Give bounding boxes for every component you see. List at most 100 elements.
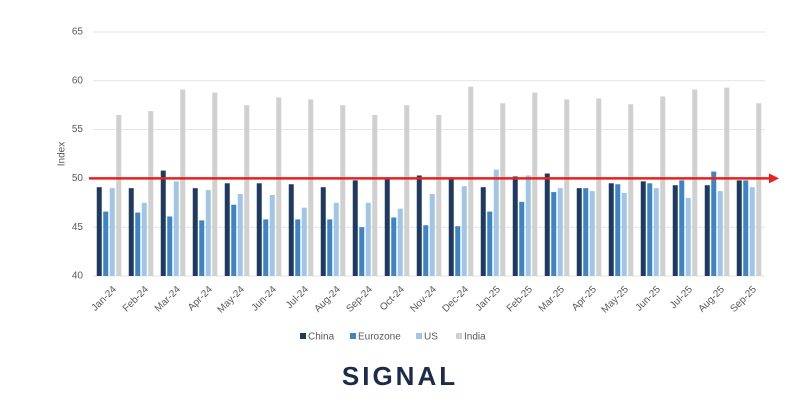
bar xyxy=(308,99,314,277)
bar xyxy=(749,187,755,276)
bar xyxy=(468,86,474,276)
bar xyxy=(557,188,563,276)
bar xyxy=(423,225,429,276)
bar xyxy=(359,227,365,276)
bar xyxy=(448,177,454,276)
bar xyxy=(231,204,237,276)
bar xyxy=(461,186,467,276)
bar xyxy=(628,104,634,276)
y-tick-label: 55 xyxy=(72,124,84,135)
legend-swatch xyxy=(300,333,306,339)
bar xyxy=(679,180,685,276)
bar xyxy=(551,192,557,276)
reference-arrow xyxy=(769,173,779,184)
x-tick-label: Mar-24 xyxy=(153,284,183,314)
x-tick-label: May-25 xyxy=(600,284,632,316)
bar xyxy=(519,201,525,276)
x-tick-label: Jun-25 xyxy=(634,284,664,314)
x-tick-label: Apr-24 xyxy=(186,284,215,313)
y-tick-label: 65 xyxy=(72,27,84,38)
bar xyxy=(116,114,122,277)
bar xyxy=(429,194,435,276)
y-axis-label: Index xyxy=(57,142,68,166)
y-tick-label: 40 xyxy=(72,271,84,282)
bar xyxy=(224,183,230,276)
legend-swatch xyxy=(456,333,462,339)
x-tick-label: Jan-24 xyxy=(90,284,120,314)
x-tick-label: Sep-24 xyxy=(344,284,375,315)
legend-label: China xyxy=(308,332,335,343)
x-tick-label: Feb-24 xyxy=(121,284,151,314)
bar xyxy=(205,190,211,276)
bar xyxy=(640,181,646,276)
bar xyxy=(672,185,678,276)
bar xyxy=(160,170,166,276)
bar xyxy=(103,211,109,276)
bar xyxy=(493,169,499,276)
bar xyxy=(692,89,698,276)
bar xyxy=(576,188,582,276)
bar xyxy=(391,217,397,276)
x-tick-label: Mar-25 xyxy=(537,284,567,314)
legend-swatch xyxy=(416,333,422,339)
bar xyxy=(615,184,621,276)
x-tick-label: Jun-24 xyxy=(250,284,280,314)
bar xyxy=(128,188,134,276)
bar xyxy=(711,171,717,276)
bar xyxy=(704,185,710,276)
bar xyxy=(480,187,486,276)
bar xyxy=(135,212,141,276)
bar xyxy=(256,183,262,276)
bar xyxy=(660,96,666,276)
logo: SIGNAL xyxy=(342,361,458,391)
bar xyxy=(148,111,154,276)
bar xyxy=(276,97,282,276)
bar xyxy=(596,98,602,276)
bar xyxy=(333,202,339,276)
bar xyxy=(743,180,749,276)
bar xyxy=(212,92,218,277)
bar xyxy=(237,194,243,276)
bar xyxy=(500,103,506,276)
bar xyxy=(564,99,570,277)
bar xyxy=(109,188,115,276)
legend-label: US xyxy=(424,332,438,343)
bar xyxy=(647,183,653,276)
legend-label: Eurozone xyxy=(358,332,401,343)
bar xyxy=(736,180,742,276)
bar xyxy=(583,188,589,276)
bar xyxy=(173,181,179,276)
bar xyxy=(372,114,378,277)
bar xyxy=(436,114,442,277)
bar xyxy=(327,219,333,276)
x-tick-label: Dec-24 xyxy=(440,284,471,315)
x-tick-label: Jan-25 xyxy=(474,284,504,314)
bar xyxy=(352,180,358,276)
bar xyxy=(141,202,147,276)
bar xyxy=(404,105,410,276)
bar xyxy=(96,187,102,276)
bar xyxy=(621,193,627,276)
bar xyxy=(365,202,371,276)
bar xyxy=(295,219,301,276)
bar xyxy=(397,208,403,276)
bar xyxy=(685,197,691,276)
bar xyxy=(269,194,275,276)
bar xyxy=(340,105,346,276)
bar xyxy=(244,105,250,276)
x-tick-label: Feb-25 xyxy=(505,284,535,314)
bar xyxy=(589,191,595,276)
bar xyxy=(384,177,390,276)
bar xyxy=(544,173,550,276)
y-tick-label: 45 xyxy=(72,222,84,233)
x-tick-label: Nov-24 xyxy=(408,284,439,315)
bar xyxy=(263,219,269,276)
x-tick-label: Aug-24 xyxy=(312,284,343,315)
bar xyxy=(724,87,730,276)
bar xyxy=(180,89,186,276)
x-tick-label: Apr-25 xyxy=(570,284,599,313)
x-tick-label: Sep-25 xyxy=(728,284,759,315)
bar xyxy=(455,226,461,276)
x-tick-label: Oct-24 xyxy=(378,284,407,313)
